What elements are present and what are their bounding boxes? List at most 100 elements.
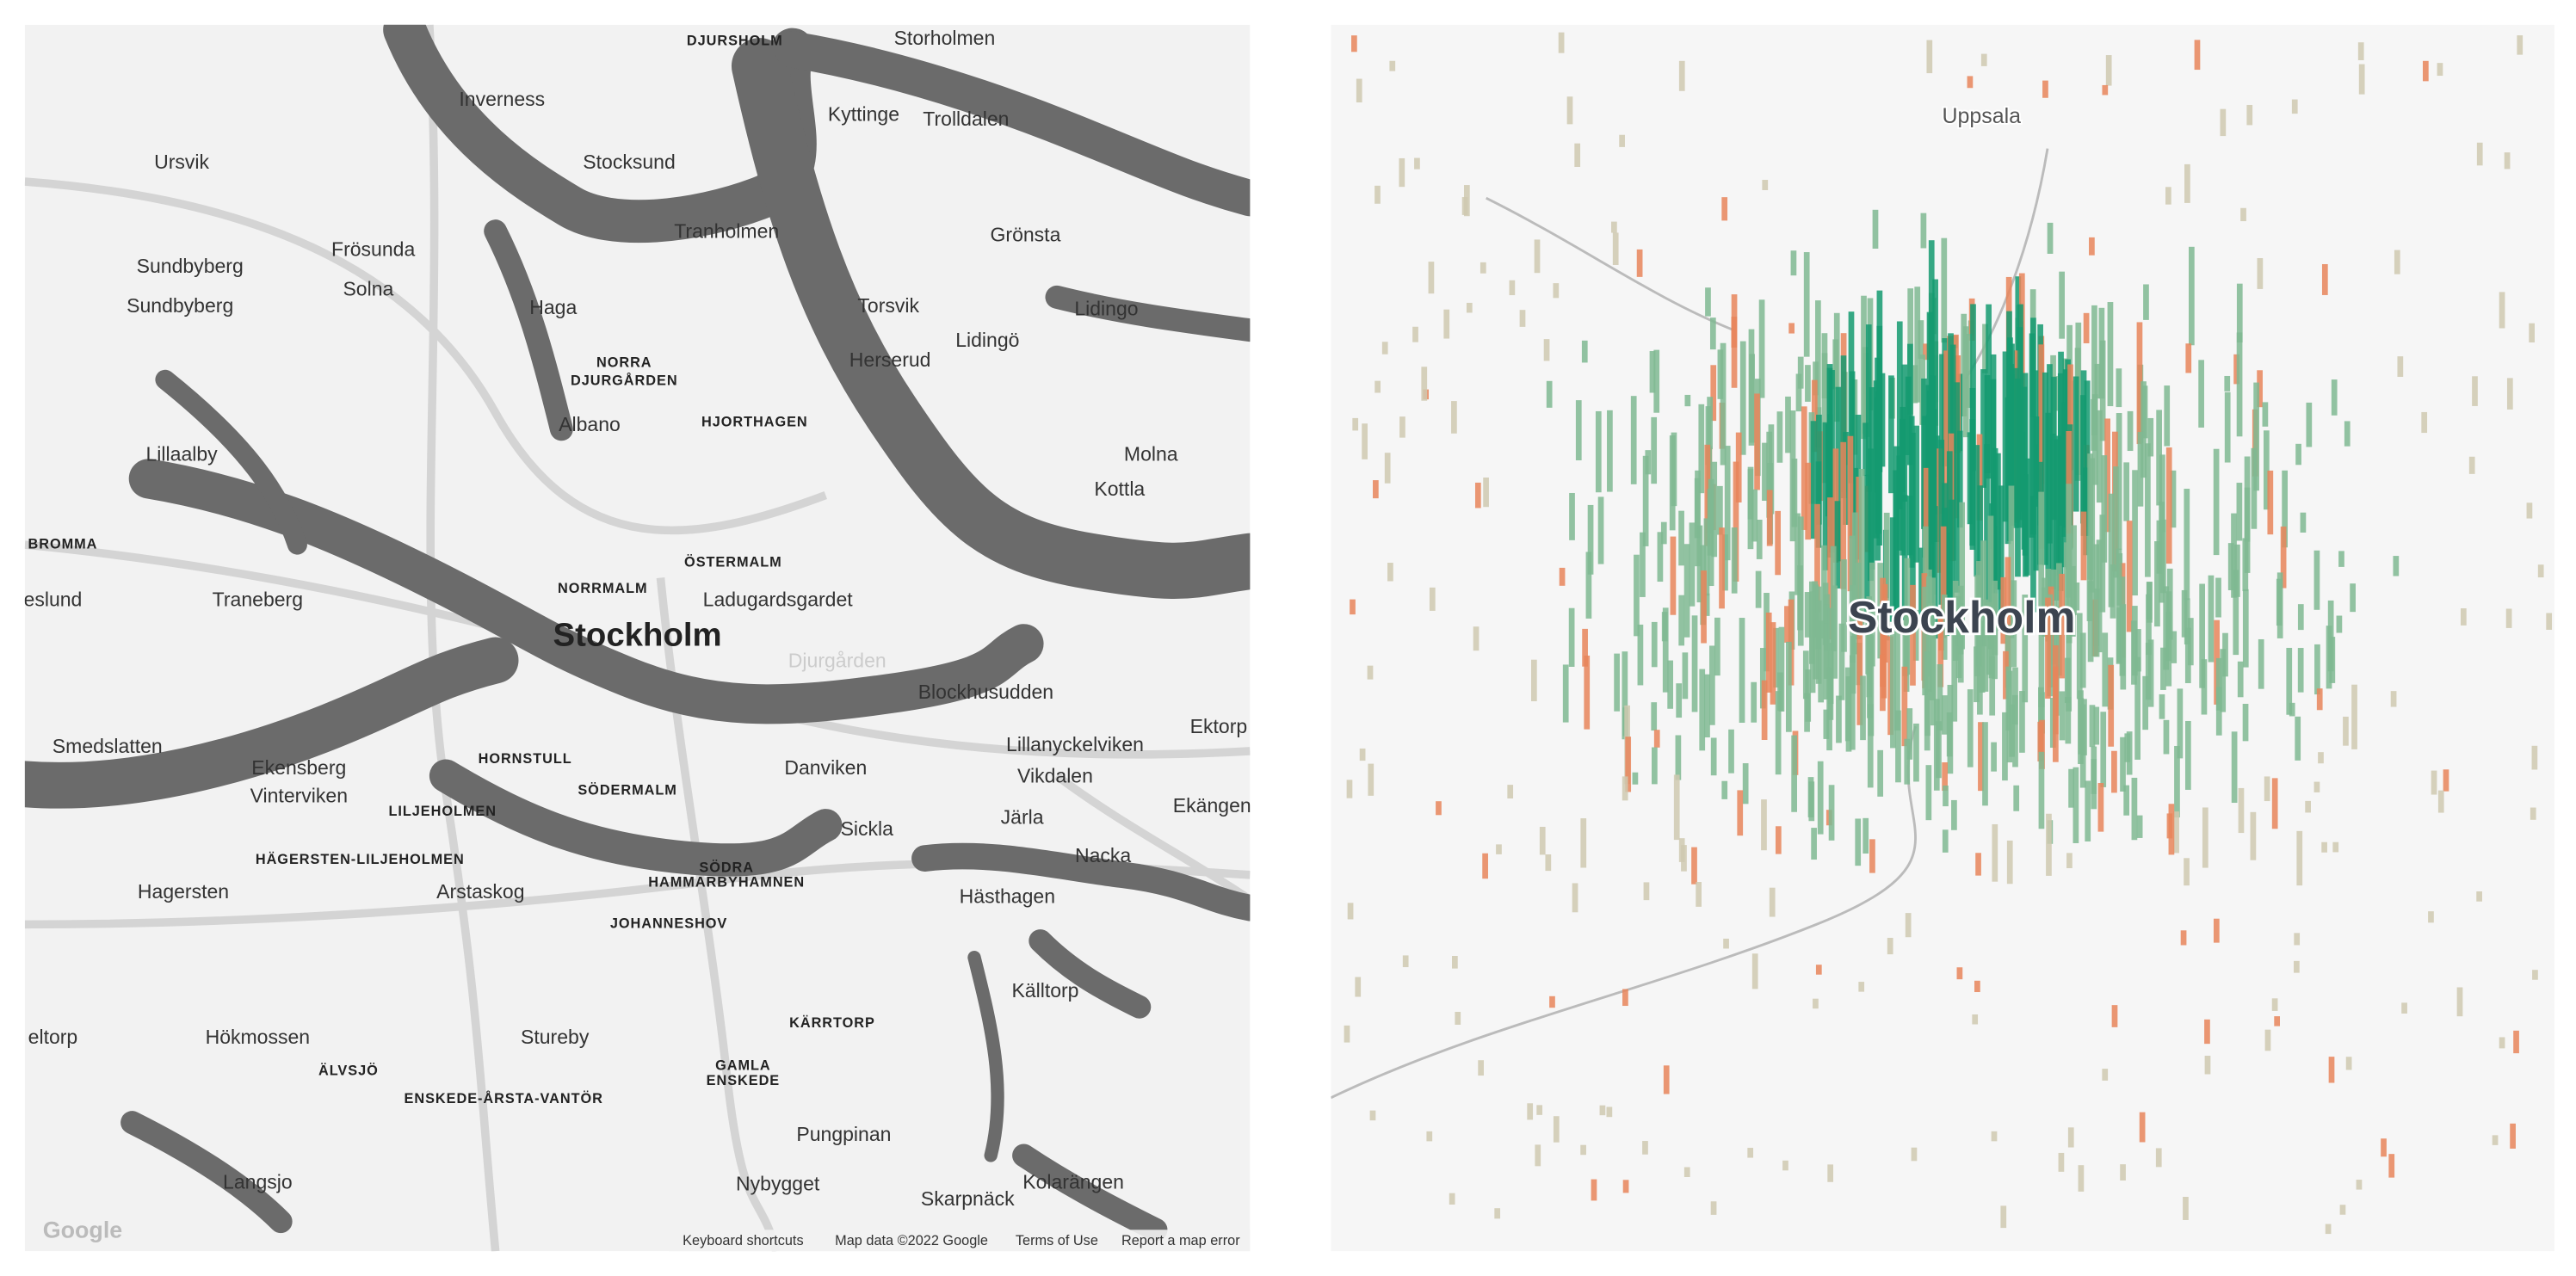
place-label: JOHANNESHOV (610, 916, 727, 932)
density-bar (1722, 534, 1728, 591)
density-bar (1587, 504, 1594, 575)
density-bar (1482, 853, 1488, 879)
density-bar (1582, 628, 1588, 667)
density-bar (1755, 570, 1762, 608)
density-bar (2099, 340, 2106, 441)
place-label: Kolarängen (1022, 1171, 1124, 1193)
density-bar (2057, 473, 2064, 591)
density-bar (2185, 343, 2192, 373)
density-bar (2120, 604, 2127, 690)
density-bar (2291, 99, 2298, 114)
density-bar (2000, 576, 2007, 644)
density-bar (2331, 379, 2338, 416)
place-label: Blockhusudden (918, 681, 1053, 703)
density-bar (1381, 342, 1388, 354)
density-bar (1954, 382, 1961, 593)
density-bar (2238, 787, 2245, 834)
density-bar (1904, 738, 1911, 785)
density-bar (1922, 586, 1929, 696)
density-bar (1900, 406, 1906, 556)
density-bar (2101, 455, 2108, 563)
density-bar (1652, 747, 1658, 785)
footer-link[interactable]: Map data ©2022 Google (835, 1233, 988, 1248)
density-bar (1696, 882, 1702, 907)
density-bar (1769, 887, 1776, 917)
density-bar (1699, 669, 1706, 751)
density-bar (1872, 209, 1879, 250)
density-bar (1967, 689, 1974, 767)
density-bar (1651, 702, 1658, 731)
place-label: Lillaalby (146, 443, 219, 465)
density-bar (1797, 356, 1804, 389)
place-label: HÄGERSTEN-LILJEHOLMEN (256, 852, 465, 867)
density-bar (1832, 585, 1838, 679)
density-bar (2393, 556, 2400, 576)
density-bar (1584, 655, 1591, 730)
density-bar (2456, 987, 2463, 1017)
density-bar (1809, 591, 1816, 693)
density-bar (1984, 444, 1990, 628)
place-label: Kyttinge (828, 102, 899, 125)
density-bar (1860, 675, 1866, 741)
density-bar (1924, 651, 1930, 751)
footer-link[interactable]: Report a map error (1121, 1233, 1240, 1248)
density-bar (2099, 515, 2106, 613)
density-bar (2053, 666, 2059, 762)
density-bar (1823, 709, 1830, 739)
density-bar (1896, 321, 1903, 509)
density-bar (2094, 363, 2101, 399)
density-bar (2171, 631, 2178, 663)
left-map[interactable]: DJURSHOLM Storholmen Inverness Kyttinge Trol… (24, 24, 1251, 1252)
density-bar (1451, 955, 1458, 969)
footer-link[interactable]: Terms of Use (1016, 1233, 1098, 1248)
density-bar (2201, 659, 2208, 715)
density-bar (1611, 221, 1617, 233)
place-label: Albano (559, 413, 621, 435)
density-bar (1913, 425, 1920, 563)
density-bar (2066, 853, 2073, 869)
density-bar (2472, 376, 2478, 406)
place-label: Sickla (841, 817, 894, 840)
density-bar (1559, 567, 1566, 586)
density-bar (1355, 977, 1362, 997)
density-bar (1980, 369, 1986, 488)
density-bar (2159, 502, 2165, 603)
density-bar (1714, 617, 1720, 676)
density-bar (2505, 608, 2512, 628)
density-bar (2110, 564, 2116, 619)
place-label: Tranholmen (674, 220, 779, 243)
density-bar (1911, 1147, 1918, 1162)
density-bar (1705, 406, 1712, 465)
density-bar (1622, 989, 1628, 1007)
density-bar (1731, 294, 1738, 388)
density-bar (1649, 351, 1656, 393)
density-bar (1660, 521, 1667, 545)
density-bar (1890, 632, 1896, 749)
density-bar (1790, 250, 1797, 276)
density-bar (2184, 858, 2190, 886)
footer-link[interactable]: Keyboard shortcuts (683, 1233, 803, 1248)
density-bar (1867, 704, 1874, 788)
density-bar (2202, 807, 2208, 868)
density-bar (1925, 765, 1932, 821)
density-bar (1875, 398, 1881, 561)
place-label: BROMMA (28, 536, 98, 552)
density-bar (2067, 1127, 2074, 1148)
density-bar (1599, 1105, 1606, 1116)
density-bar (2316, 688, 2323, 711)
density-bar (1836, 695, 1842, 743)
density-bar (2111, 750, 2117, 793)
density-bar (1362, 423, 1368, 459)
density-bar (1992, 823, 1998, 882)
density-bar (2183, 1196, 2189, 1220)
density-bar (1789, 410, 1796, 542)
density-bar (2422, 60, 2429, 82)
density-bar (1863, 422, 1869, 477)
density-bar (2023, 474, 2029, 577)
density-bar (1414, 157, 1420, 170)
density-bar (1923, 343, 1930, 361)
density-bar (2163, 719, 2170, 755)
density-bar (1795, 373, 1802, 412)
density-bar (2155, 1148, 2162, 1168)
density-bar (1940, 526, 1947, 638)
